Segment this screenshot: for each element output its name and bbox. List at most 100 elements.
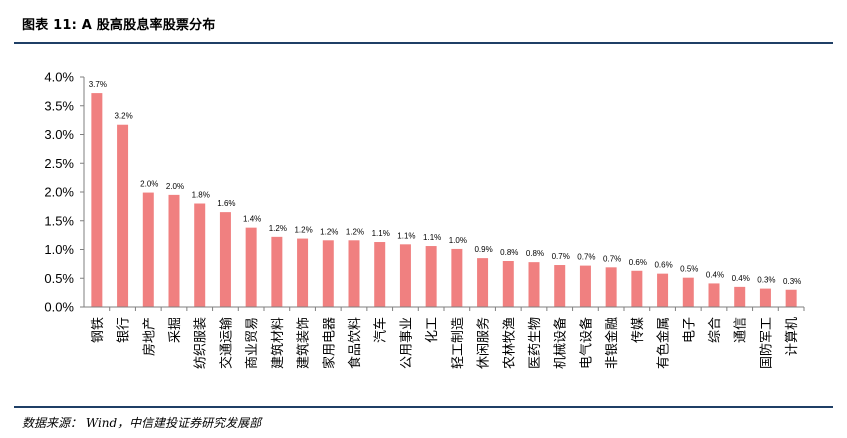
bar [117, 124, 129, 307]
x-tick-label: 纺织服装 [194, 317, 209, 369]
bar [605, 267, 617, 307]
data-label: 0.4% [706, 270, 724, 279]
bar [425, 246, 437, 307]
x-tick-label: 有色金属 [656, 317, 672, 369]
bottom-divider [14, 406, 833, 408]
data-label: 1.2% [269, 224, 287, 233]
x-tick-label: 交通运输 [218, 317, 234, 369]
x-tick-label: 国防军工 [758, 317, 774, 369]
y-tick-label: 2.0% [44, 185, 74, 200]
bar [657, 273, 669, 307]
data-label: 1.0% [449, 236, 467, 245]
x-tick-label: 家用电器 [321, 317, 337, 369]
bar [785, 289, 797, 307]
x-tick-label: 房地产 [141, 317, 157, 356]
data-label: 1.2% [320, 227, 338, 236]
data-labels: 3.7% 3.2% 2.0% 2.0% 1.8% 1.6% 1.4% 1.2% 1.2% 1.2%… [89, 80, 802, 286]
top-divider [14, 42, 833, 44]
x-tick-label: 非银金融 [604, 317, 620, 369]
bar [631, 270, 643, 307]
x-tick-label: 银行 [117, 317, 132, 343]
x-tick-label: 机械设备 [553, 317, 569, 369]
bar-chart: 0.0% 0.5% 1.0% 1.5% 2.0% 2.5% 3.0% 3.5% 4.0% 3.7… [44, 70, 805, 369]
data-label: 1.6% [217, 199, 235, 208]
bar [219, 212, 231, 307]
bar [142, 192, 154, 307]
bar [399, 244, 411, 307]
x-tick-label: 建筑材料 [270, 317, 286, 369]
bar [759, 288, 771, 307]
y-tick-label: 3.0% [44, 127, 74, 142]
bar [168, 194, 180, 307]
x-tick-label: 建筑装饰 [296, 317, 312, 369]
x-tick-label: 综合 [708, 317, 723, 343]
bar [682, 277, 694, 307]
x-tick-label: 通信 [734, 317, 749, 343]
x-tick-label: 轻工制造 [451, 317, 466, 369]
y-tick-label: 2.5% [44, 156, 74, 171]
x-tick-label: 电子 [682, 317, 697, 343]
bar [451, 248, 463, 307]
bar [528, 262, 540, 307]
data-label: 2.0% [166, 182, 184, 191]
data-label: 3.7% [89, 80, 107, 89]
data-label: 0.7% [577, 253, 595, 262]
x-tick-label: 钢铁 [91, 317, 106, 343]
data-label: 0.3% [783, 277, 801, 286]
data-label: 1.4% [243, 215, 261, 224]
x-tick-label: 农林牧渔 [502, 317, 517, 369]
bar [554, 265, 566, 307]
data-label: 3.2% [114, 112, 132, 121]
y-tick-label: 0.0% [44, 300, 74, 315]
y-tick-label: 0.5% [44, 271, 74, 286]
x-tick-label: 医药生物 [528, 317, 543, 369]
y-tick-label: 1.5% [44, 213, 74, 228]
y-axis: 0.0% 0.5% 1.0% 1.5% 2.0% 2.5% 3.0% 3.5% 4.0% [44, 70, 85, 315]
x-tick-label: 汽车 [373, 317, 389, 343]
x-tick-label: 商业贸易 [245, 317, 260, 369]
data-label: 0.5% [680, 265, 698, 274]
data-label: 0.8% [500, 248, 518, 257]
data-label: 1.2% [346, 227, 364, 236]
data-label: 1.1% [423, 233, 441, 242]
chart-title: 图表 11: A 股高股息率股票分布 [22, 18, 216, 33]
bar [374, 242, 386, 307]
bar [91, 93, 103, 307]
data-label: 1.1% [372, 229, 390, 238]
data-label: 0.9% [474, 245, 492, 254]
y-tick-label: 4.0% [44, 70, 74, 85]
x-tick-label: 采掘 [168, 317, 183, 343]
x-tick-label: 传媒 [631, 317, 646, 343]
x-tick-label: 食品饮料 [347, 317, 363, 369]
data-label: 1.8% [192, 191, 210, 200]
bar [271, 236, 283, 307]
data-label: 2.0% [140, 180, 158, 189]
source-note: 数据来源： Wind，中信建投证券研究发展部 [22, 416, 262, 430]
bar [194, 203, 206, 307]
x-axis: 钢铁 银行 房地产 采掘 纺织服装 交通运输 商业贸易 建筑材料 建筑装饰 家用电器 食品饮料 汽车公… [84, 306, 805, 369]
x-tick-label: 电气设备 [578, 317, 594, 369]
bar [322, 240, 334, 307]
x-tick-label: 公用事业 [399, 317, 414, 369]
data-label: 1.2% [294, 226, 312, 235]
data-label: 0.8% [526, 249, 544, 258]
data-label: 0.3% [757, 276, 775, 285]
bars [91, 93, 797, 307]
data-label: 0.7% [603, 254, 621, 263]
bar [348, 240, 360, 307]
data-label: 0.4% [732, 274, 750, 283]
data-label: 0.7% [552, 252, 570, 261]
x-tick-label: 休闲服务 [476, 317, 492, 369]
y-tick-label: 3.5% [44, 98, 74, 113]
data-label: 0.6% [629, 258, 647, 267]
bar [579, 265, 591, 307]
data-label: 1.1% [397, 231, 415, 240]
y-tick-label: 1.0% [44, 242, 74, 257]
data-label: 0.6% [654, 261, 672, 270]
bar [245, 227, 257, 307]
bar [708, 283, 720, 307]
bar [502, 261, 514, 307]
x-tick-label: 计算机 [785, 317, 800, 356]
bar [734, 286, 746, 307]
bar [297, 238, 309, 307]
